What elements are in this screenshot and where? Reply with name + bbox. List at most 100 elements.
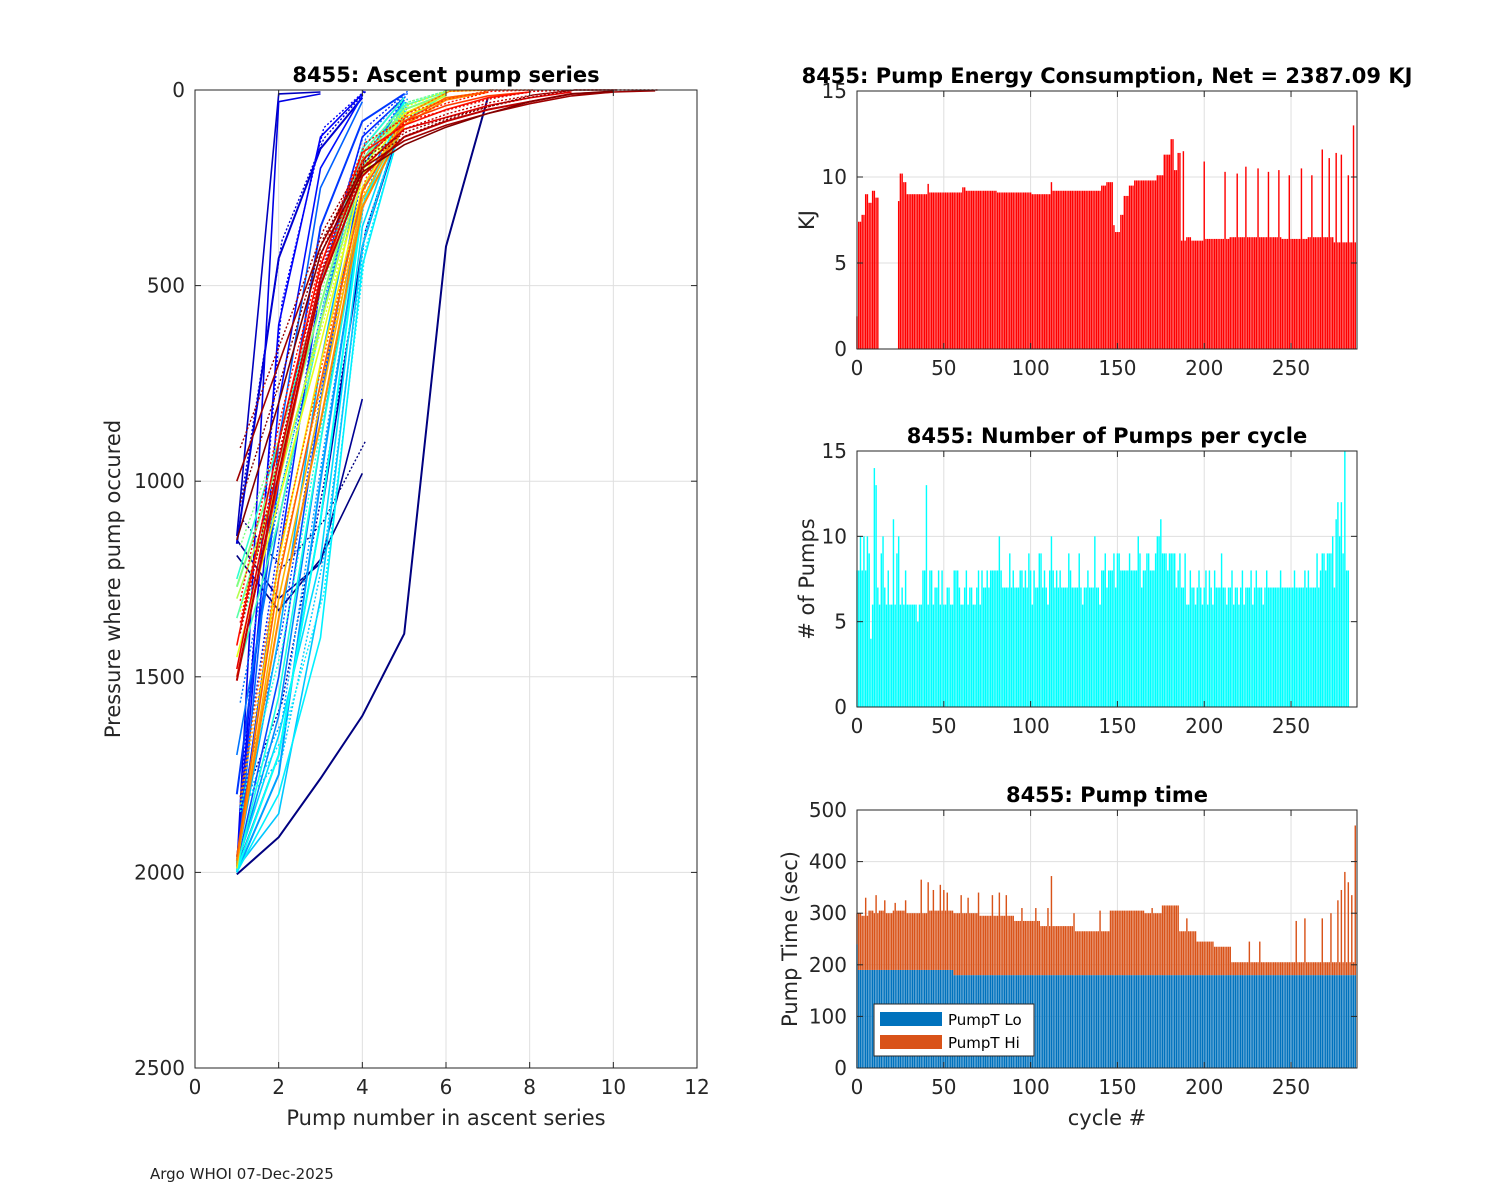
energy-bar — [927, 183, 929, 349]
pumps-bar — [981, 570, 983, 707]
pumps-bar — [1010, 587, 1013, 707]
pumptime-hi-bar — [1094, 931, 1096, 976]
pumps-bar — [1186, 604, 1188, 707]
pumptime-hi-bar — [1029, 920, 1032, 976]
energy-bar — [1012, 192, 1014, 349]
energy-bar — [1036, 194, 1039, 349]
pumptime-lo-bar — [1312, 975, 1315, 1068]
energy-bar — [1239, 237, 1242, 349]
pumptime-lo-bar — [1208, 975, 1211, 1068]
energy-bar — [936, 192, 938, 349]
pumptime-hi-bar — [1161, 905, 1164, 976]
pumps-bar — [1340, 502, 1343, 707]
pumps-bar — [930, 570, 933, 707]
pumptime-hi-bar — [1016, 920, 1018, 976]
pumptime-hi-bar — [1097, 931, 1100, 976]
energy-bar — [986, 190, 988, 349]
energy-bar — [1271, 237, 1273, 349]
pumptime-lo-bar — [1047, 975, 1049, 1068]
pumptime-lo-bar — [1114, 975, 1117, 1068]
pumps-bar — [1144, 570, 1146, 707]
energy-ytick-label: 0 — [834, 337, 847, 361]
pumptime-hi-bar — [1003, 915, 1006, 976]
energy-bar — [1055, 190, 1058, 349]
pumptime-hi-bar — [1128, 910, 1131, 976]
energy-bar — [941, 192, 943, 349]
pumptime-hi-bar — [1009, 915, 1011, 976]
pumps-bar — [1161, 553, 1164, 707]
pumps-bar — [937, 570, 940, 707]
energy-bar — [1134, 180, 1136, 349]
ascent-ytick-label: 1000 — [134, 469, 185, 493]
pumptime-hi-bar — [859, 913, 862, 970]
pumps-bar — [1168, 553, 1171, 707]
energy-bar — [1163, 154, 1166, 349]
pumps-bar — [1307, 570, 1310, 707]
energy-bar — [988, 190, 990, 349]
pumptime-hi-bar — [1087, 931, 1089, 976]
energy-bar — [1246, 237, 1249, 349]
pumptime-hi-bar — [1243, 962, 1245, 976]
energy-bar — [1283, 238, 1285, 349]
pumps-bar — [1297, 587, 1299, 707]
pumptime-hi-bar — [1321, 918, 1323, 976]
pumptime-lo-bar — [1290, 975, 1292, 1068]
ascent-title: 8455: Ascent pump series — [292, 63, 599, 87]
ascent-series-dotted — [239, 89, 450, 547]
energy-bar — [1173, 170, 1176, 349]
pumps-xtick-label: 0 — [851, 714, 864, 738]
pumptime-hi-bar — [878, 910, 881, 970]
pumptime-hi-bar — [1127, 910, 1129, 976]
pumptime-lo-bar — [1201, 975, 1204, 1068]
energy-bar — [1193, 240, 1195, 349]
pumptime-lo-bar — [1048, 975, 1051, 1068]
pumptime-hi-bar — [892, 910, 895, 970]
pumps-bar — [950, 604, 952, 707]
energy-bar — [1038, 194, 1041, 349]
pumptime-hi-bar — [1290, 962, 1292, 976]
pumptime-hi-bar — [871, 910, 874, 970]
pumptime-hi-bar — [996, 915, 999, 976]
pumps-bar — [1137, 536, 1139, 707]
ascent-series-dotted — [239, 89, 617, 503]
pumps-bar — [1198, 570, 1200, 707]
pumptime-ylabel: Pump Time (sec) — [778, 851, 802, 1027]
energy-bar — [1132, 185, 1134, 349]
energy-bar — [871, 190, 874, 349]
pumptime-lo-bar — [1210, 975, 1212, 1068]
pumps-bar — [1316, 553, 1318, 707]
pumptime-hi-bar — [1231, 962, 1233, 976]
pumptime-hi-bar — [1272, 962, 1275, 976]
energy-bar — [1297, 238, 1299, 349]
pumps-bar — [1165, 553, 1167, 707]
energy-bar — [922, 194, 924, 349]
pumptime-hi-bar — [917, 913, 919, 970]
energy-bar — [1187, 237, 1190, 349]
pumptime-hi-bar — [953, 913, 955, 976]
pumptime-hi-bar — [1017, 920, 1020, 976]
pumptime-lo-bar — [1154, 975, 1157, 1068]
pumptime-hi-bar — [1068, 926, 1070, 976]
ascent-ytick-label: 2500 — [134, 1056, 185, 1080]
energy-bar — [1059, 190, 1061, 349]
pumps-bar — [1024, 570, 1027, 707]
ascent-series-line — [236, 91, 488, 857]
pumps-bar — [1055, 570, 1058, 707]
pumptime-hi-bar — [1120, 910, 1122, 976]
energy-bar — [1206, 238, 1209, 349]
pumptime-hi-bar — [1156, 913, 1159, 976]
energy-bar — [1189, 237, 1192, 349]
pumptime-hi-bar — [1022, 920, 1025, 976]
energy-bar — [1158, 175, 1160, 349]
pumptime-hi-bar — [1239, 962, 1242, 976]
pumps-bar — [963, 587, 966, 707]
pumptime-lo-bar — [1163, 975, 1166, 1068]
legend-label-lo: PumpT Lo — [948, 1011, 1022, 1029]
pumps-bar — [1057, 587, 1060, 707]
energy-bar — [906, 194, 909, 349]
energy-bar — [1302, 238, 1304, 349]
pumptime-hi-bar — [936, 910, 938, 970]
pumps-bar — [1009, 553, 1011, 707]
energy-bar — [1088, 190, 1091, 349]
pumptime-lo-bar — [1245, 975, 1247, 1068]
